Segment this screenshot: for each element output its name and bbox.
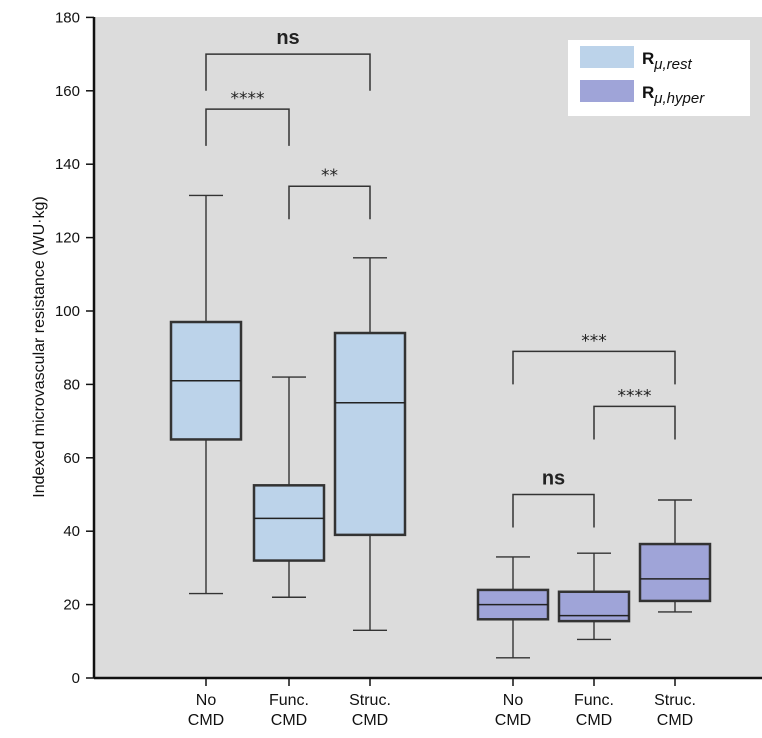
box-group (169, 194, 243, 595)
y-tick-label: 140 (55, 156, 80, 173)
significance-bracket (288, 185, 371, 220)
legend-swatch-hyper (580, 80, 634, 102)
iqr-box (638, 542, 712, 603)
x-category-label: No (503, 692, 524, 709)
y-axis-label: Indexed microvascular resistance (WU·kg) (31, 196, 48, 497)
significance-bracket (512, 350, 676, 385)
y-tick-label: 0 (72, 670, 80, 687)
x-category-label: No (196, 692, 217, 709)
legend-sub-hyper: μ,hyper (653, 90, 705, 107)
legend-label-rest: Rμ,rest (642, 49, 693, 73)
y-tick-label: 100 (55, 303, 80, 320)
y-tick-label: 120 (55, 230, 80, 247)
x-category-label: CMD (657, 712, 693, 729)
significance-label: **** (618, 386, 652, 406)
significance-bracket (205, 53, 371, 91)
y-tick-label: 60 (63, 450, 80, 467)
legend-sub-rest: μ,rest (653, 56, 692, 73)
x-category-label: Struc. (349, 692, 391, 709)
iqr-box (333, 331, 407, 537)
legend-swatch-rest (580, 46, 634, 68)
box-group (476, 556, 550, 659)
x-category-label: Struc. (654, 692, 696, 709)
box-group (252, 376, 326, 598)
legend-r-rest: R (642, 49, 654, 68)
legend-r-hyper: R (642, 83, 654, 102)
x-category-label: CMD (188, 712, 224, 729)
iqr-box (252, 484, 326, 562)
x-category-label: CMD (495, 712, 531, 729)
y-tick-label: 40 (63, 523, 80, 540)
x-category-label: Func. (574, 692, 614, 709)
box-group (638, 499, 712, 613)
significance-label: ** (321, 166, 338, 186)
box-group (333, 257, 407, 631)
significance-label: *** (581, 331, 607, 351)
legend-label-hyper: Rμ,hyper (642, 83, 705, 107)
significance-bracket (205, 108, 290, 146)
y-tick-label: 80 (63, 376, 80, 393)
significance-label: **** (231, 89, 265, 109)
x-category-label: Func. (269, 692, 309, 709)
significance-label: ns (542, 468, 565, 490)
y-tick-label: 20 (63, 597, 80, 614)
iqr-box (557, 590, 631, 623)
x-category-label: CMD (576, 712, 612, 729)
y-tick-label: 180 (55, 9, 80, 26)
significance-label: ns (276, 27, 299, 49)
significance-bracket (512, 493, 595, 528)
x-category-label: CMD (352, 712, 388, 729)
legend: Rμ,rest Rμ,hyper (568, 40, 750, 116)
box-group (557, 552, 631, 641)
y-tick-label: 160 (55, 83, 80, 100)
x-category-label: CMD (271, 712, 307, 729)
significance-bracket (593, 405, 676, 440)
